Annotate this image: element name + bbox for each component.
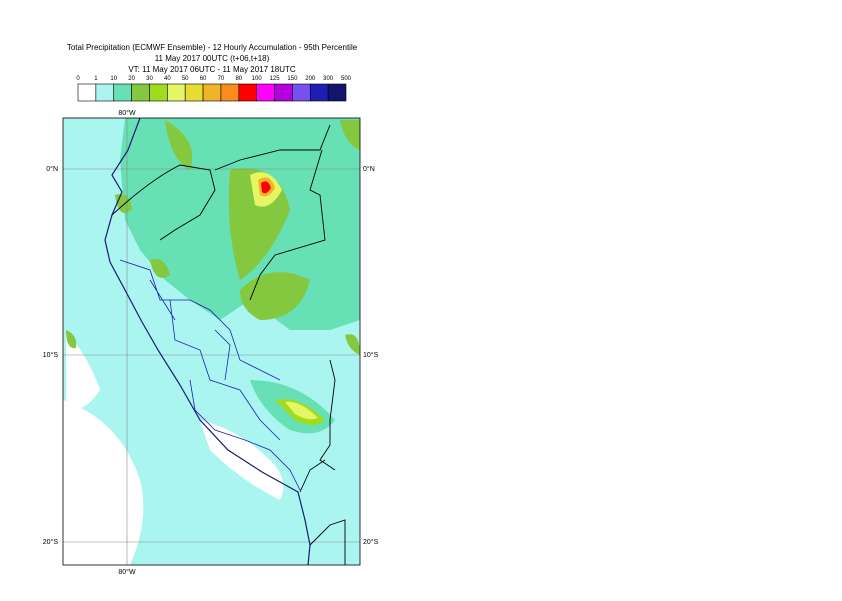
color-box (202, 83, 222, 102)
colorbar-label: 200 (305, 76, 316, 82)
colorbar-label: 0 (76, 76, 80, 82)
color-box (274, 83, 293, 102)
color-box (131, 83, 150, 102)
run-time: 11 May 2017 00UTC (t+06,t+18) (155, 54, 270, 63)
colorbar-label: 125 (270, 76, 281, 82)
color-box (292, 83, 311, 102)
color-box (113, 83, 132, 102)
colorbar-label: 30 (146, 76, 153, 82)
lat-label: 20°S (43, 538, 59, 546)
colorbar-label: 300 (323, 76, 334, 82)
colorbar-label: 70 (218, 76, 225, 82)
map-frame (62, 117, 361, 566)
color-box (184, 83, 204, 102)
lon-label: 80°W (118, 568, 136, 576)
color-box (77, 83, 97, 102)
color-box (149, 83, 168, 102)
lon-label: 80°W (118, 109, 136, 117)
color-box (238, 83, 257, 102)
colorbar: 0 1 10 20 30 40 50 60 70 80 100 125 150 200 300 500 (76, 76, 352, 102)
lat-label: 0°N (363, 165, 375, 173)
valid-time: VT: 11 May 2017 06UTC - 11 May 2017 18UT… (128, 65, 296, 74)
color-box (220, 83, 240, 102)
colorbar-label: 40 (164, 76, 171, 82)
colorbar-label: 50 (182, 76, 189, 82)
color-box (95, 83, 115, 102)
color-box (327, 83, 347, 102)
colorbar-label: 500 (341, 76, 352, 82)
lat-label: 0°N (46, 165, 58, 173)
colorbar-label: 150 (287, 76, 298, 82)
colorbar-label: 20 (128, 76, 135, 82)
colorbar-label: 100 (252, 76, 263, 82)
colorbar-label: 10 (110, 76, 117, 82)
lat-label: 20°S (363, 538, 379, 546)
color-box (256, 83, 275, 102)
lat-label: 10°S (43, 351, 59, 359)
lat-label: 10°S (363, 351, 379, 359)
color-box (309, 83, 329, 102)
map (63, 118, 360, 565)
title: Total Precipitation (ECMWF Ensemble) - 1… (67, 43, 358, 52)
colorbar-label: 60 (200, 76, 207, 82)
colorbar-label: 1 (94, 76, 98, 82)
color-box (167, 83, 186, 102)
colorbar-label: 80 (235, 76, 242, 82)
